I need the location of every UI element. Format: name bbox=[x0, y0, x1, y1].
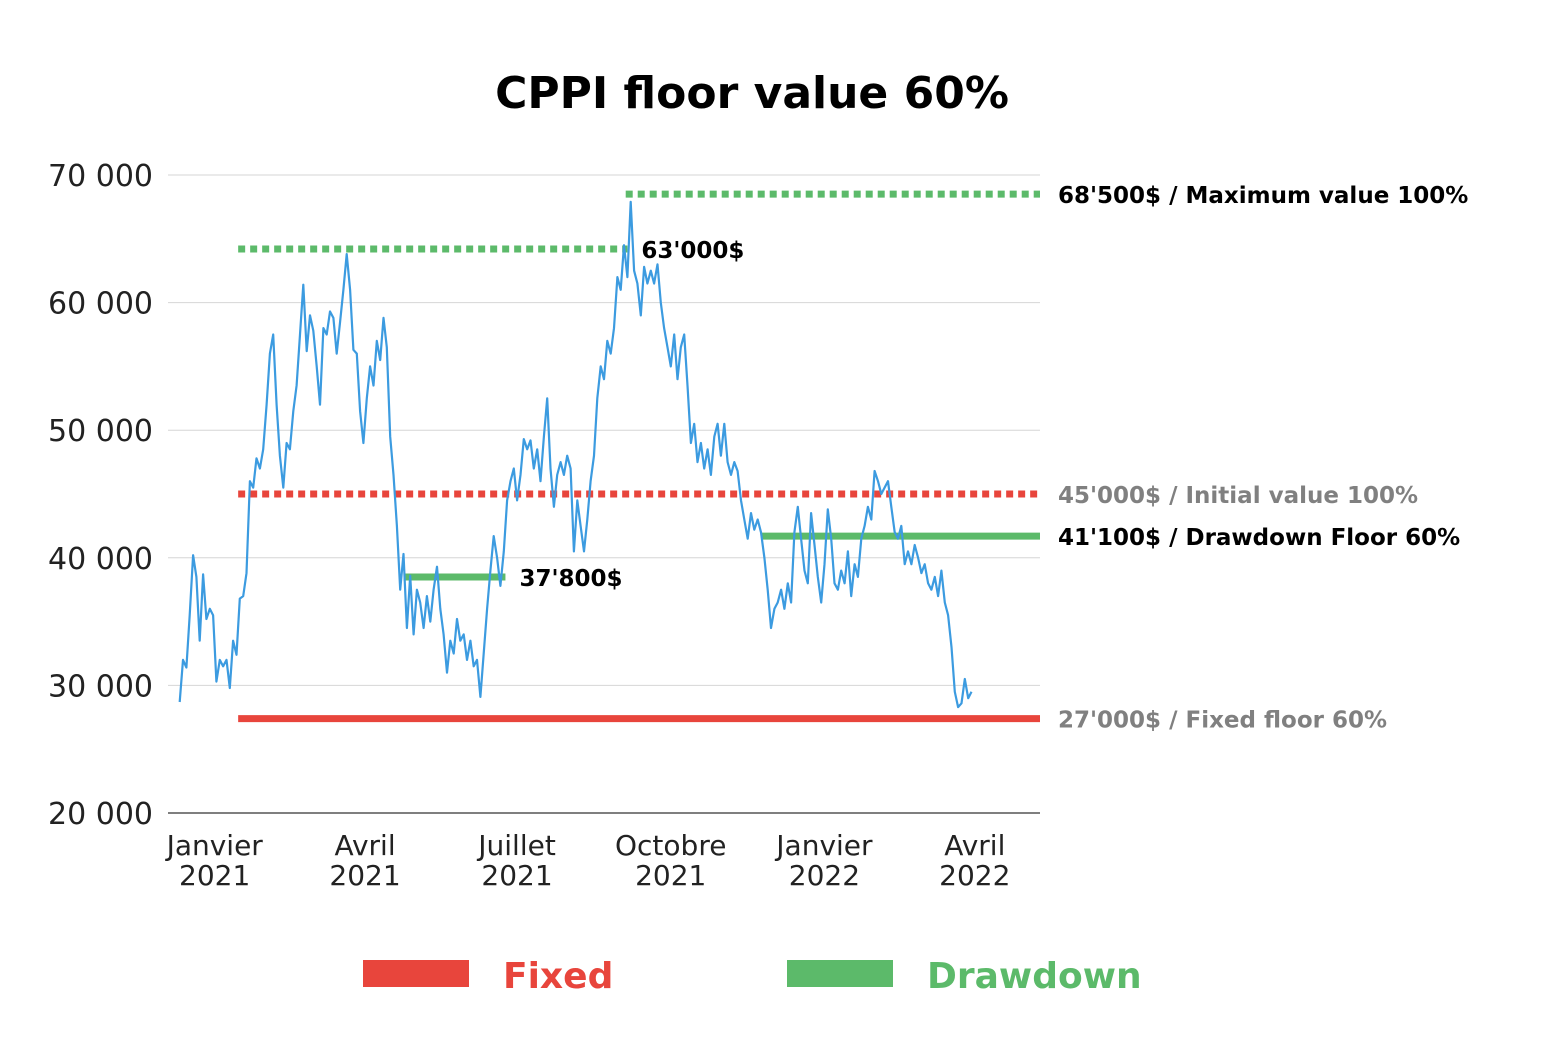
y-tick-label: 30 000 bbox=[48, 669, 153, 704]
x-tick-label: Juillet 2021 bbox=[476, 829, 556, 892]
x-tick-label-line2: 2021 bbox=[329, 859, 400, 892]
reference-line-label: 27'000$ / Fixed floor 60% bbox=[1058, 708, 1387, 734]
x-tick-label: Janvier 2021 bbox=[165, 829, 264, 892]
y-tick-label: 50 000 bbox=[48, 414, 153, 449]
x-tick-label-line2: 2021 bbox=[481, 859, 552, 892]
x-tick-label: Avril 2022 bbox=[939, 829, 1010, 892]
x-tick-label-line2: 2021 bbox=[179, 859, 250, 892]
chart-title: CPPI floor value 60% bbox=[495, 68, 1009, 119]
x-tick-label-line1: Octobre bbox=[615, 829, 726, 862]
x-tick-label-line2: 2022 bbox=[939, 859, 1010, 892]
series-line bbox=[178, 200, 973, 709]
x-tick-label-line1: Avril bbox=[334, 829, 395, 862]
reference-line-label: 37'800$ bbox=[519, 566, 622, 592]
x-tick-label: Avril 2021 bbox=[329, 829, 400, 892]
x-tick-label-line2: 2022 bbox=[789, 859, 860, 892]
y-tick-label: 20 000 bbox=[48, 797, 153, 832]
reference-line-label: 68'500$ / Maximum value 100% bbox=[1058, 183, 1468, 209]
legend: Fixed Drawdown bbox=[363, 956, 1142, 997]
x-tick-label: Octobre 2021 bbox=[615, 829, 726, 892]
x-tick-label-line1: Janvier bbox=[165, 829, 264, 862]
reference-line-label: 45'000$ / Initial value 100% bbox=[1058, 483, 1418, 509]
y-axis: 70 000 60 000 50 000 40 000 30 000 20 000 bbox=[48, 159, 153, 832]
x-tick-label-line1: Juillet bbox=[476, 829, 556, 862]
reference-line-label: 63'000$ bbox=[641, 238, 744, 264]
reference-lines bbox=[238, 190, 1040, 723]
y-tick-label: 60 000 bbox=[48, 287, 153, 322]
legend-swatch bbox=[787, 960, 893, 987]
series bbox=[178, 200, 973, 709]
annotations: 68'500$ / Maximum value 100% 63'000$ 45'00… bbox=[519, 183, 1468, 733]
reference-line-label: 41'100$ / Drawdown Floor 60% bbox=[1058, 525, 1460, 551]
y-tick-label: 40 000 bbox=[48, 542, 153, 577]
y-tick-label: 70 000 bbox=[48, 159, 153, 194]
legend-label: Fixed bbox=[503, 956, 613, 997]
legend-swatch bbox=[363, 960, 469, 987]
grid bbox=[168, 174, 1040, 814]
legend-label: Drawdown bbox=[927, 956, 1142, 997]
x-tick-label: Janvier 2022 bbox=[774, 829, 873, 892]
x-tick-label-line1: Avril bbox=[944, 829, 1005, 862]
x-tick-label-line2: 2021 bbox=[635, 859, 706, 892]
x-tick-label-line1: Janvier bbox=[774, 829, 873, 862]
